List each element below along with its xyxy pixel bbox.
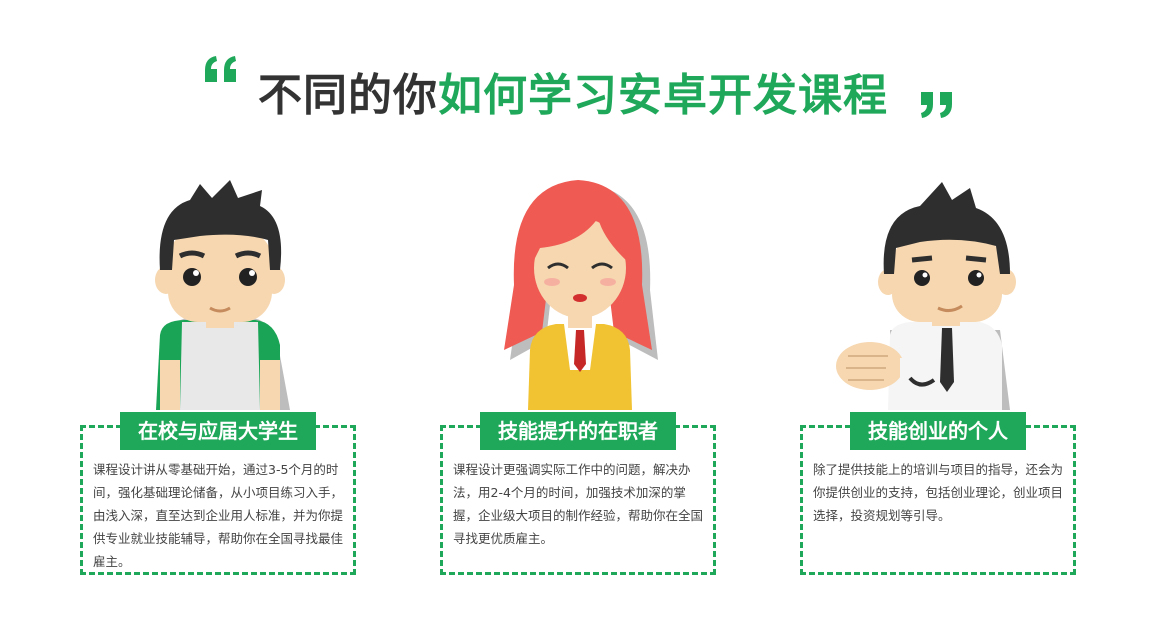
open-quote-icon xyxy=(202,52,240,88)
card-entrepreneur: 技能创业的个人 除了提供技能上的培训与项目的指导，还会为你提供创业的支持，包括创… xyxy=(800,412,1076,575)
professional-figure xyxy=(480,170,680,410)
card-title-entrepreneur: 技能创业的个人 xyxy=(850,412,1026,450)
card-body-professional: 课程设计更强调实际工作中的问题，解决办法，用2-4个月的时间，加强技术加深的掌握… xyxy=(453,462,704,546)
card-student: 在校与应届大学生 课程设计讲从零基础开始，通过3-5个月的时间，强化基础理论储备… xyxy=(80,412,356,575)
card-title-student: 在校与应届大学生 xyxy=(120,412,316,450)
card-professional: 技能提升的在职者 课程设计更强调实际工作中的问题，解决办法，用2-4个月的时间，… xyxy=(440,412,716,575)
entrepreneur-figure xyxy=(830,170,1040,410)
close-quote-icon xyxy=(918,88,956,124)
card-body-student: 课程设计讲从零基础开始，通过3-5个月的时间，强化基础理论储备，从小项目练习入手… xyxy=(93,462,344,569)
page-title: 不同的你如何学习安卓开发课程 xyxy=(258,68,888,124)
student-figure xyxy=(130,170,310,410)
title-dark: 不同的你 xyxy=(258,70,438,121)
card-title-professional: 技能提升的在职者 xyxy=(480,412,676,450)
title-green: 如何学习安卓开发课程 xyxy=(438,70,888,121)
card-body-entrepreneur: 除了提供技能上的培训与项目的指导，还会为你提供创业的支持，包括创业理论，创业项目… xyxy=(813,462,1064,523)
